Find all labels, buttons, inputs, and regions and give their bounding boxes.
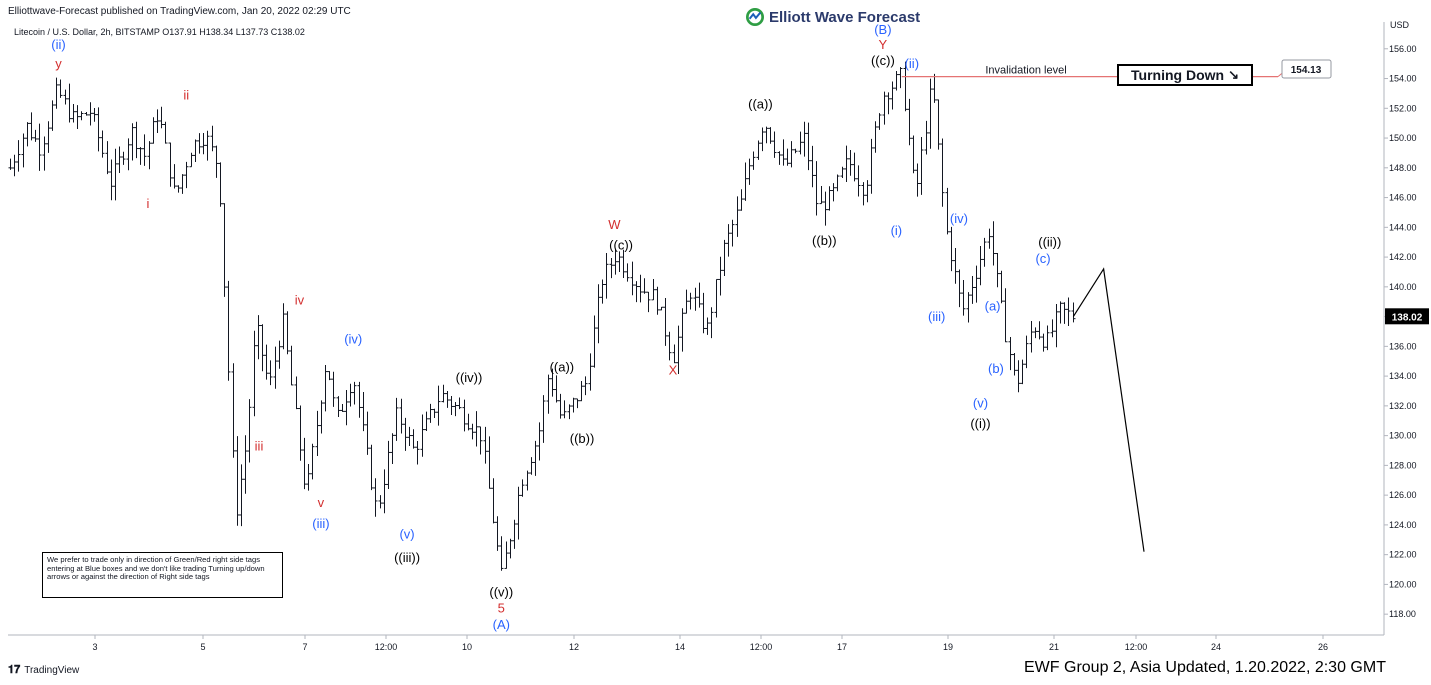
invalidation-price-box xyxy=(1281,59,1332,79)
invalidation-price-label: 154.13 xyxy=(1291,65,1322,76)
brand-name: Elliott Wave Forecast xyxy=(769,8,921,26)
chart-overlay: Invalidation level 154.13 xyxy=(901,59,1332,552)
price-tick-label: 126.00 xyxy=(1389,490,1417,500)
wave-labels: (ii)yiiiiviii(iv)v(iii)(v)((iii))((iv))(… xyxy=(51,22,1061,632)
turning-label: Turning Down xyxy=(1131,67,1225,83)
price-tick-label: 142.00 xyxy=(1389,252,1417,262)
last-price-label: 138.02 xyxy=(1392,312,1423,323)
price-tick-label: 136.00 xyxy=(1389,341,1417,351)
wave-label: (ii) xyxy=(51,37,65,52)
price-tick-label: 140.00 xyxy=(1389,282,1417,292)
wave-label: (v) xyxy=(973,395,988,410)
time-tick-label: 21 xyxy=(1049,642,1059,652)
time-tick-label: 14 xyxy=(675,642,685,652)
price-tick-label: 150.00 xyxy=(1389,133,1417,143)
wave-label: ii xyxy=(183,87,189,102)
price-tick-label: 128.00 xyxy=(1389,460,1417,470)
tradingview-logo[interactable]: 𝟏𝟕 TradingView xyxy=(8,664,79,677)
price-tick-label: 146.00 xyxy=(1389,193,1417,203)
price-axis[interactable]: 118.00 120.00 122.00 124.00 126.00 128.00 130.… xyxy=(1384,20,1429,619)
price-tick-label: 148.00 xyxy=(1389,163,1417,173)
time-axis[interactable]: 3 5 7 12:00 10 12 14 12:00 17 19 21 12:00 24 26 xyxy=(92,635,1328,652)
price-tick-label: 130.00 xyxy=(1389,431,1417,441)
wave-label: ((a)) xyxy=(550,360,575,375)
time-tick-label: 12:00 xyxy=(750,642,773,652)
ohlc-bars xyxy=(8,61,1076,571)
wave-label: ((c)) xyxy=(871,53,895,68)
tradingview-name: TradingView xyxy=(24,665,80,676)
time-tick-label: 10 xyxy=(462,642,472,652)
wave-label: ((iii)) xyxy=(394,550,420,565)
price-tick-label: 118.00 xyxy=(1389,609,1416,619)
wave-label: ((i)) xyxy=(970,416,990,431)
wave-label: iii xyxy=(255,439,264,454)
wave-label: ((b)) xyxy=(570,431,595,446)
wave-label: (i) xyxy=(891,223,903,238)
wave-label: ((iv)) xyxy=(456,370,483,385)
price-tick-label: 134.00 xyxy=(1389,371,1417,381)
wave-label: Y xyxy=(879,37,888,52)
trading-disclaimer: We prefer to trade only in direction of … xyxy=(42,552,283,598)
symbol-legend[interactable]: Litecoin / U.S. Dollar, 2h, BITSTAMP O13… xyxy=(14,27,305,37)
time-tick-label: 7 xyxy=(302,642,307,652)
arrow-down-right-icon: ↘ xyxy=(1228,67,1239,82)
wave-label: iv xyxy=(295,293,305,308)
wave-label: (A) xyxy=(493,617,510,632)
wave-label: y xyxy=(55,56,62,71)
time-tick-label: 3 xyxy=(92,642,97,652)
ewf-logo-icon xyxy=(746,8,764,26)
time-tick-label: 19 xyxy=(943,642,953,652)
wave-label: i xyxy=(147,196,150,211)
projection-path xyxy=(1072,267,1145,552)
price-tick-label: 132.00 xyxy=(1389,401,1417,411)
wave-label: ((a)) xyxy=(748,96,773,111)
wave-label: (b) xyxy=(988,361,1004,376)
brand-header: Elliott Wave Forecast xyxy=(746,8,920,26)
wave-label: (iii) xyxy=(312,516,329,531)
time-tick-label: 24 xyxy=(1211,642,1221,652)
wave-label: ((c)) xyxy=(609,238,633,253)
price-tick-label: 152.00 xyxy=(1389,103,1417,113)
price-tick-label: 156.00 xyxy=(1389,44,1417,54)
wave-label: X xyxy=(669,363,678,378)
turning-down-box: Turning Down ↘ xyxy=(1117,64,1253,86)
wave-label: (iv) xyxy=(950,211,968,226)
time-tick-label: 12 xyxy=(569,642,579,652)
published-info: Elliottwave-Forecast published on Tradin… xyxy=(8,6,351,17)
wave-label: v xyxy=(318,495,325,510)
currency-label: USD xyxy=(1390,20,1410,30)
update-note: EWF Group 2, Asia Updated, 1.20.2022, 2:… xyxy=(1024,659,1386,676)
wave-label: (iii) xyxy=(928,309,945,324)
last-price-box[interactable] xyxy=(1385,308,1429,325)
price-tick-label: 154.00 xyxy=(1389,74,1417,84)
price-tick-label: 120.00 xyxy=(1389,579,1417,589)
price-tick-label: 144.00 xyxy=(1389,222,1417,232)
time-tick-label: 26 xyxy=(1318,642,1328,652)
wave-label: W xyxy=(608,217,621,232)
wave-label: (ii) xyxy=(905,56,919,71)
price-tick-label: 124.00 xyxy=(1389,520,1417,530)
time-tick-label: 12:00 xyxy=(375,642,398,652)
wave-label: (v) xyxy=(399,526,414,541)
time-tick-label: 12:00 xyxy=(1125,642,1148,652)
time-tick-label: 5 xyxy=(200,642,205,652)
tradingview-logo-icon: 𝟏𝟕 xyxy=(8,664,21,676)
wave-label: 5 xyxy=(498,601,505,616)
wave-label: (iv) xyxy=(344,331,362,346)
wave-label: ((b)) xyxy=(812,233,837,248)
invalidation-label: Invalidation level xyxy=(985,65,1066,77)
time-tick-label: 17 xyxy=(837,642,847,652)
wave-label: (B) xyxy=(874,22,891,37)
wave-label: ((ii)) xyxy=(1038,235,1061,250)
wave-label: (c) xyxy=(1035,251,1050,266)
wave-label: (a) xyxy=(985,299,1001,314)
wave-label: ((v)) xyxy=(489,584,513,599)
price-tick-label: 122.00 xyxy=(1389,550,1417,560)
